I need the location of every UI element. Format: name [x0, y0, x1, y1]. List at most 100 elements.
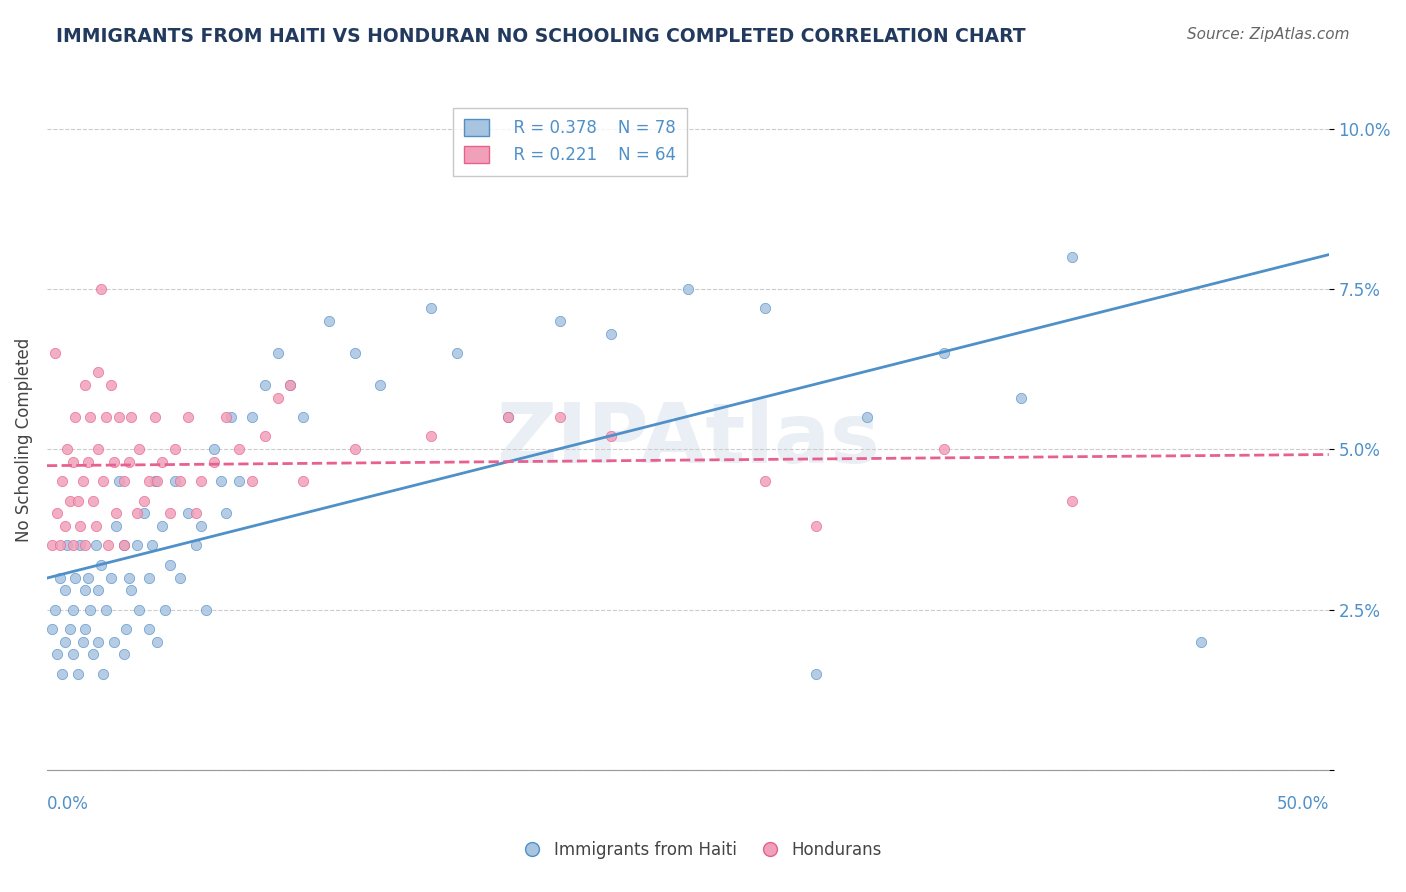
Point — [84, 539, 107, 553]
Text: Source: ZipAtlas.com: Source: ZipAtlas.com — [1187, 27, 1350, 42]
Point — [59, 622, 82, 636]
Point — [420, 429, 443, 443]
Point — [75, 583, 97, 598]
Point — [221, 410, 243, 425]
Point — [934, 442, 956, 457]
Point — [754, 301, 776, 316]
Point — [51, 666, 73, 681]
Point — [153, 602, 176, 616]
Point — [105, 519, 128, 533]
Point — [51, 475, 73, 489]
Point — [177, 410, 200, 425]
Point — [66, 493, 89, 508]
Point — [53, 583, 76, 598]
Point — [59, 493, 82, 508]
Point — [56, 539, 79, 553]
Point — [253, 378, 276, 392]
Point — [146, 475, 169, 489]
Point — [62, 539, 84, 553]
Point — [169, 570, 191, 584]
Point — [66, 666, 89, 681]
Point — [253, 429, 276, 443]
Point — [184, 507, 207, 521]
Point — [46, 507, 69, 521]
Point — [90, 558, 112, 572]
Point — [292, 475, 315, 489]
Point — [53, 519, 76, 533]
Point — [53, 634, 76, 648]
Legend:   R = 0.378    N = 78,   R = 0.221    N = 64: R = 0.378 N = 78, R = 0.221 N = 64 — [453, 108, 688, 176]
Point — [112, 648, 135, 662]
Point — [266, 346, 288, 360]
Point — [44, 346, 66, 360]
Point — [202, 442, 225, 457]
Point — [100, 378, 122, 392]
Point — [56, 442, 79, 457]
Y-axis label: No Schooling Completed: No Schooling Completed — [15, 337, 32, 541]
Text: ZIPAtlas: ZIPAtlas — [496, 400, 880, 480]
Point — [128, 442, 150, 457]
Point — [118, 455, 141, 469]
Point — [150, 519, 173, 533]
Point — [87, 634, 110, 648]
Point — [128, 602, 150, 616]
Point — [94, 602, 117, 616]
Point — [215, 507, 238, 521]
Point — [69, 519, 91, 533]
Point — [87, 365, 110, 379]
Point — [368, 378, 391, 392]
Point — [75, 539, 97, 553]
Point — [446, 346, 468, 360]
Point — [94, 410, 117, 425]
Point — [46, 648, 69, 662]
Point — [121, 410, 143, 425]
Point — [165, 475, 187, 489]
Point — [194, 602, 217, 616]
Point — [159, 507, 181, 521]
Point — [90, 282, 112, 296]
Point — [62, 648, 84, 662]
Point — [280, 378, 302, 392]
Point — [87, 442, 110, 457]
Point — [498, 410, 520, 425]
Point — [202, 455, 225, 469]
Point — [77, 570, 100, 584]
Point — [103, 455, 125, 469]
Point — [420, 301, 443, 316]
Point — [240, 475, 263, 489]
Point — [266, 391, 288, 405]
Point — [107, 410, 129, 425]
Point — [87, 583, 110, 598]
Text: 50.0%: 50.0% — [1277, 795, 1329, 813]
Point — [190, 475, 212, 489]
Point — [121, 583, 143, 598]
Point — [79, 602, 101, 616]
Point — [1189, 634, 1212, 648]
Point — [177, 507, 200, 521]
Point — [41, 622, 63, 636]
Point — [125, 507, 148, 521]
Point — [41, 539, 63, 553]
Point — [112, 539, 135, 553]
Legend: Immigrants from Haiti, Hondurans: Immigrants from Haiti, Hondurans — [517, 835, 889, 866]
Point — [292, 410, 315, 425]
Point — [150, 455, 173, 469]
Point — [318, 314, 340, 328]
Point — [63, 570, 86, 584]
Point — [63, 410, 86, 425]
Point — [138, 570, 160, 584]
Text: 0.0%: 0.0% — [46, 795, 89, 813]
Point — [125, 539, 148, 553]
Point — [548, 410, 571, 425]
Point — [343, 346, 366, 360]
Point — [77, 455, 100, 469]
Point — [115, 622, 138, 636]
Point — [228, 475, 250, 489]
Point — [75, 622, 97, 636]
Point — [209, 475, 232, 489]
Point — [72, 475, 94, 489]
Point — [184, 539, 207, 553]
Text: IMMIGRANTS FROM HAITI VS HONDURAN NO SCHOOLING COMPLETED CORRELATION CHART: IMMIGRANTS FROM HAITI VS HONDURAN NO SCH… — [56, 27, 1026, 45]
Point — [804, 666, 827, 681]
Point — [138, 475, 160, 489]
